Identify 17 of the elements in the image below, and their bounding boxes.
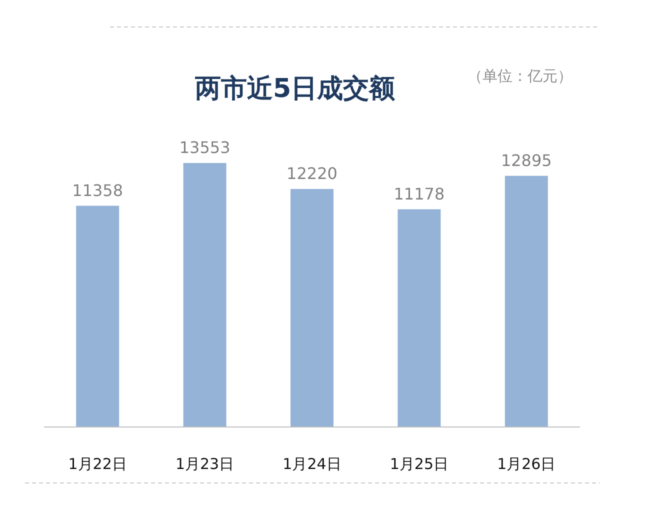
bar — [398, 209, 441, 427]
chart-title: 两市近5日成交额 — [194, 74, 396, 104]
x-tick-label: 1月24日 — [282, 455, 342, 473]
bar — [290, 188, 334, 427]
x-tick-label: 1月26日 — [497, 455, 556, 473]
bar — [183, 163, 226, 427]
x-tick-label: 1月25日 — [390, 455, 449, 473]
bar — [504, 176, 548, 427]
data-label: 12220 — [286, 164, 338, 183]
bar — [76, 206, 120, 427]
data-label: 13553 — [179, 138, 230, 157]
data-label: 11178 — [394, 184, 445, 204]
data-label: 11358 — [72, 180, 124, 200]
chart-subtitle: （单位：亿元） — [468, 67, 572, 85]
x-tick-label: 1月23日 — [175, 455, 234, 473]
data-label: 12895 — [500, 150, 552, 170]
x-tick-label: 1月22日 — [68, 455, 127, 473]
